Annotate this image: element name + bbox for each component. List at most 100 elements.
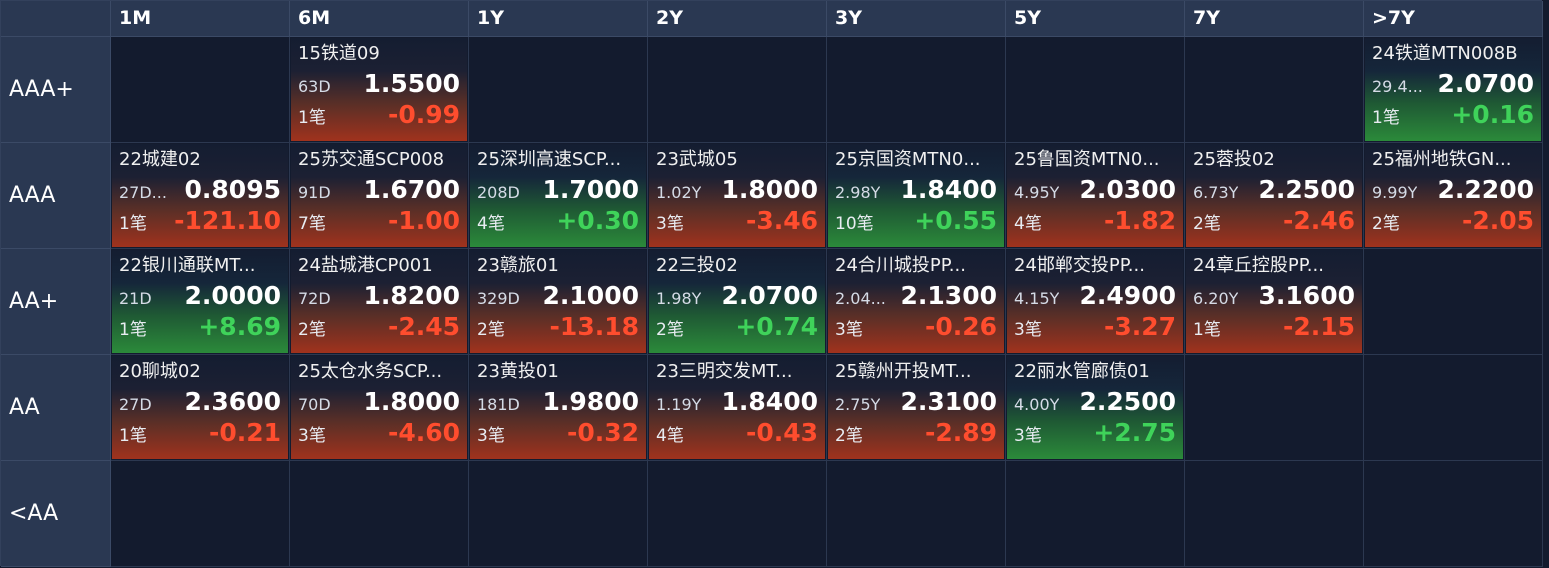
bond-yield-change: +2.75 <box>1093 418 1176 447</box>
rating-row-label: AAA <box>1 143 111 249</box>
bond-yield: 2.4900 <box>1079 281 1176 310</box>
bond-yield-change: -0.99 <box>387 100 460 129</box>
matrix-cell <box>1364 461 1543 567</box>
bond-yield-change: -0.43 <box>745 418 818 447</box>
matrix-cell: 22银川通联MT... 21D 2.0000 1笔 +8.69 <box>111 249 290 355</box>
bond-card[interactable]: 20聊城02 27D 2.3600 1笔 -0.21 <box>112 356 288 459</box>
bond-line-change: 2笔 +0.74 <box>656 312 818 342</box>
bond-card[interactable]: 25京国资MTN0... 2.98Y 1.8400 10笔 +0.55 <box>828 144 1004 247</box>
bond-line-change: 1笔 +0.16 <box>1372 100 1534 130</box>
bond-line-change: 2笔 -2.46 <box>1193 206 1355 236</box>
bond-term: 27D <box>119 395 152 414</box>
matrix-cell <box>469 461 648 567</box>
bond-card[interactable]: 25鲁国资MTN0... 4.95Y 2.0300 4笔 -1.82 <box>1007 144 1183 247</box>
bond-deal-count: 2笔 <box>656 320 684 340</box>
bond-yield: 1.5500 <box>363 69 460 98</box>
bond-deal-count: 2笔 <box>477 320 505 340</box>
bond-yield-change: +0.74 <box>735 312 818 341</box>
matrix-cell: 25深圳高速SCP... 208D 1.7000 4笔 +0.30 <box>469 143 648 249</box>
matrix-cell: 20聊城02 27D 2.3600 1笔 -0.21 <box>111 355 290 461</box>
bond-card[interactable]: 24邯郸交投PP... 4.15Y 2.4900 3笔 -3.27 <box>1007 250 1183 353</box>
bond-line-main: 1.02Y 1.8000 <box>656 173 818 206</box>
matrix-cell <box>1364 249 1543 355</box>
bond-deal-count: 1笔 <box>298 108 326 128</box>
col-header-6m[interactable]: 6M <box>290 1 469 37</box>
bond-deal-count: 3笔 <box>835 320 863 340</box>
bond-yield: 2.2500 <box>1258 175 1355 204</box>
bond-deal-count: 1笔 <box>119 426 147 446</box>
bond-yield-change: -1.00 <box>387 206 460 235</box>
matrix-cell: 24合川城投PP... 2.04... 2.1300 3笔 -0.26 <box>827 249 1006 355</box>
bond-card[interactable]: 22银川通联MT... 21D 2.0000 1笔 +8.69 <box>112 250 288 353</box>
bond-name: 25福州地铁GN... <box>1372 149 1512 170</box>
bond-card[interactable]: 23赣旅01 329D 2.1000 2笔 -13.18 <box>470 250 646 353</box>
bond-card[interactable]: 24盐城港CP001 72D 1.8200 2笔 -2.45 <box>291 250 467 353</box>
bond-name: 25苏交通SCP008 <box>298 149 445 170</box>
bond-line-main: 91D 1.6700 <box>298 173 460 206</box>
bond-card[interactable]: 23三明交发MT... 1.19Y 1.8400 4笔 -0.43 <box>649 356 825 459</box>
bond-card[interactable]: 25福州地铁GN... 9.99Y 2.2200 2笔 -2.05 <box>1365 144 1541 247</box>
bond-yield-change: -4.60 <box>387 418 460 447</box>
bond-term: 2.98Y <box>835 183 881 202</box>
bond-card[interactable]: 15铁道09 63D 1.5500 1笔 -0.99 <box>291 38 467 141</box>
bond-deal-count: 2笔 <box>835 426 863 446</box>
col-header-7y[interactable]: 7Y <box>1185 1 1364 37</box>
bond-term: 1.19Y <box>656 395 702 414</box>
bond-yield-change: -1.82 <box>1103 206 1176 235</box>
bond-term: 4.15Y <box>1014 289 1060 308</box>
bond-term: 63D <box>298 77 331 96</box>
matrix-cell: 25福州地铁GN... 9.99Y 2.2200 2笔 -2.05 <box>1364 143 1543 249</box>
bond-card[interactable]: 25苏交通SCP008 91D 1.6700 7笔 -1.00 <box>291 144 467 247</box>
bond-line-main: 21D 2.0000 <box>119 279 281 312</box>
bond-name: 22丽水管廊债01 <box>1014 361 1150 382</box>
bond-card[interactable]: 23黄投01 181D 1.9800 3笔 -0.32 <box>470 356 646 459</box>
matrix-cell: 25蓉投02 6.73Y 2.2500 2笔 -2.46 <box>1185 143 1364 249</box>
col-header-2y[interactable]: 2Y <box>648 1 827 37</box>
bond-line-change: 3笔 -0.32 <box>477 418 639 448</box>
bond-line-main: 181D 1.9800 <box>477 385 639 418</box>
matrix-cell: 25太仓水务SCP... 70D 1.8000 3笔 -4.60 <box>290 355 469 461</box>
bond-term: 2.04... <box>835 289 886 308</box>
bond-card[interactable]: 24章丘控股PP... 6.20Y 3.1600 1笔 -2.15 <box>1186 250 1362 353</box>
bond-card[interactable]: 25赣州开投MT... 2.75Y 2.3100 2笔 -2.89 <box>828 356 1004 459</box>
col-header-1y[interactable]: 1Y <box>469 1 648 37</box>
bond-card[interactable]: 25蓉投02 6.73Y 2.2500 2笔 -2.46 <box>1186 144 1362 247</box>
bond-line-change: 3笔 -0.26 <box>835 312 997 342</box>
bond-name: 25深圳高速SCP... <box>477 149 622 170</box>
bond-yield: 1.8000 <box>721 175 818 204</box>
matrix-cell: 24邯郸交投PP... 4.15Y 2.4900 3笔 -3.27 <box>1006 249 1185 355</box>
bond-card[interactable]: 24铁道MTN008B 29.4... 2.0700 1笔 +0.16 <box>1365 38 1541 141</box>
col-header-gt7y[interactable]: >7Y <box>1364 1 1543 37</box>
bond-yield: 2.2200 <box>1437 175 1534 204</box>
bond-line-change: 4笔 -1.82 <box>1014 206 1176 236</box>
bond-yield-change: -0.26 <box>924 312 997 341</box>
col-header-1m[interactable]: 1M <box>111 1 290 37</box>
bond-deal-count: 1笔 <box>119 320 147 340</box>
bond-yield: 2.0300 <box>1079 175 1176 204</box>
bond-yield: 1.8000 <box>363 387 460 416</box>
bond-card[interactable]: 25太仓水务SCP... 70D 1.8000 3笔 -4.60 <box>291 356 467 459</box>
bond-name: 20聊城02 <box>119 361 201 382</box>
bond-line-main: 2.98Y 1.8400 <box>835 173 997 206</box>
bond-yield: 1.6700 <box>363 175 460 204</box>
bond-card[interactable]: 23武城05 1.02Y 1.8000 3笔 -3.46 <box>649 144 825 247</box>
bond-deal-count: 7笔 <box>298 214 326 234</box>
bond-deal-count: 3笔 <box>1014 320 1042 340</box>
bond-deal-count: 2笔 <box>1193 214 1221 234</box>
bond-term: 9.99Y <box>1372 183 1418 202</box>
bond-card[interactable]: 25深圳高速SCP... 208D 1.7000 4笔 +0.30 <box>470 144 646 247</box>
bond-card[interactable]: 22三投02 1.98Y 2.0700 2笔 +0.74 <box>649 250 825 353</box>
bond-card[interactable]: 22城建02 27D... 0.8095 1笔 -121.10 <box>112 144 288 247</box>
bond-line-change: 2笔 -2.05 <box>1372 206 1534 236</box>
bond-card[interactable]: 22丽水管廊债01 4.00Y 2.2500 3笔 +2.75 <box>1007 356 1183 459</box>
col-header-3y[interactable]: 3Y <box>827 1 1006 37</box>
bond-line-main: 6.73Y 2.2500 <box>1193 173 1355 206</box>
bond-card[interactable]: 24合川城投PP... 2.04... 2.1300 3笔 -0.26 <box>828 250 1004 353</box>
bond-name: 24合川城投PP... <box>835 255 966 276</box>
bond-yield: 1.8400 <box>721 387 818 416</box>
bond-term: 4.00Y <box>1014 395 1060 414</box>
col-header-5y[interactable]: 5Y <box>1006 1 1185 37</box>
bond-yield: 2.0700 <box>721 281 818 310</box>
bond-term: 2.75Y <box>835 395 881 414</box>
bond-term: 21D <box>119 289 152 308</box>
